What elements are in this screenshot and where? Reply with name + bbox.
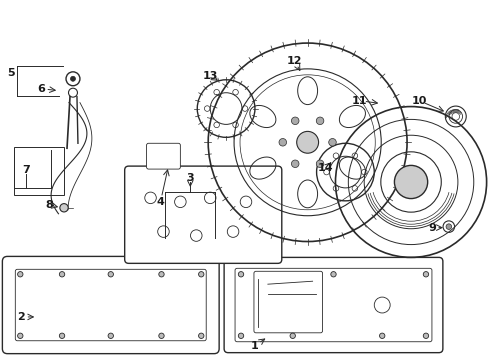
Circle shape	[59, 271, 64, 277]
Circle shape	[289, 333, 295, 338]
Circle shape	[238, 271, 243, 277]
Text: 12: 12	[286, 56, 302, 66]
Circle shape	[330, 271, 335, 277]
Bar	[14, 147, 64, 195]
Text: 4: 4	[156, 197, 164, 207]
Text: 2: 2	[18, 312, 25, 322]
Text: 13: 13	[202, 71, 218, 81]
Circle shape	[279, 139, 286, 146]
Circle shape	[291, 160, 298, 167]
Circle shape	[328, 139, 336, 146]
Circle shape	[316, 117, 323, 125]
Text: 3: 3	[186, 173, 194, 183]
Text: 9: 9	[427, 222, 435, 233]
Text: 11: 11	[351, 96, 366, 105]
FancyBboxPatch shape	[2, 256, 219, 354]
Circle shape	[60, 204, 68, 212]
Circle shape	[159, 271, 164, 277]
Circle shape	[108, 271, 113, 277]
Circle shape	[423, 271, 428, 277]
Text: 1: 1	[250, 341, 258, 351]
Circle shape	[159, 333, 164, 338]
FancyBboxPatch shape	[146, 143, 180, 169]
Circle shape	[291, 117, 298, 125]
Circle shape	[238, 333, 243, 338]
Circle shape	[296, 131, 318, 153]
Circle shape	[445, 224, 451, 229]
Text: 6: 6	[37, 84, 45, 94]
Circle shape	[70, 76, 75, 81]
Circle shape	[198, 271, 203, 277]
Circle shape	[198, 333, 203, 338]
FancyBboxPatch shape	[124, 166, 281, 264]
Text: 14: 14	[317, 163, 333, 173]
Circle shape	[394, 165, 427, 199]
Circle shape	[423, 333, 428, 338]
Circle shape	[379, 333, 384, 338]
Circle shape	[18, 333, 23, 338]
Text: 7: 7	[22, 165, 30, 175]
Text: 5: 5	[7, 68, 15, 78]
Circle shape	[18, 271, 23, 277]
Text: 10: 10	[410, 96, 426, 105]
Circle shape	[108, 333, 113, 338]
Circle shape	[59, 333, 64, 338]
FancyBboxPatch shape	[224, 257, 442, 353]
Text: 8: 8	[45, 200, 53, 210]
Circle shape	[316, 160, 323, 167]
